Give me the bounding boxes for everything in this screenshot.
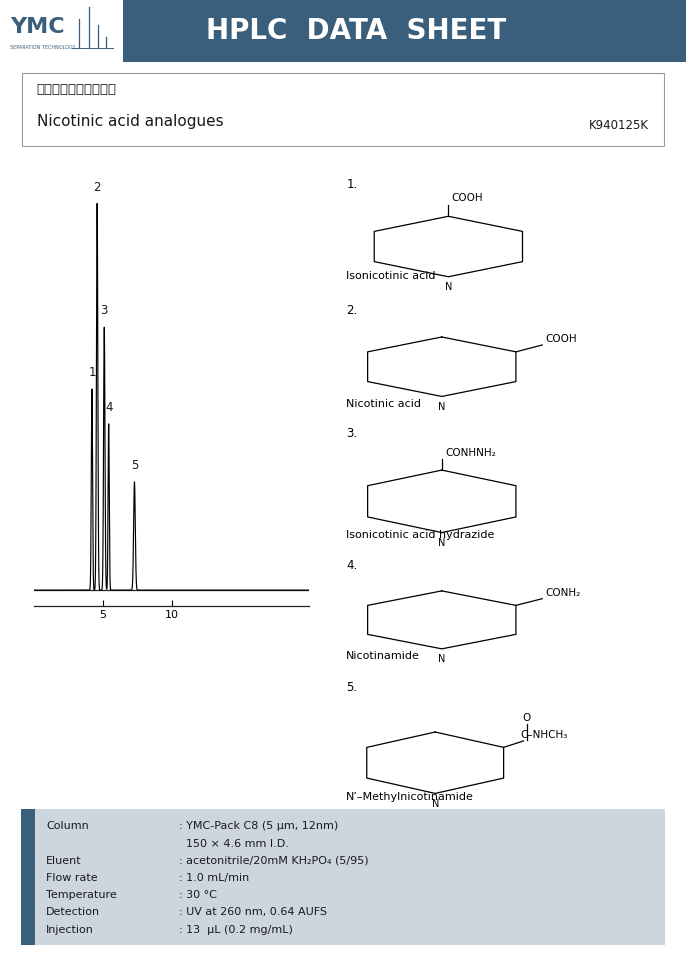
Text: 5: 5 — [131, 459, 138, 472]
Text: N: N — [438, 538, 445, 548]
Text: Isonicotinic acid: Isonicotinic acid — [346, 271, 436, 281]
Text: Column: Column — [47, 822, 89, 831]
Text: CONHNH₂: CONHNH₂ — [445, 448, 496, 458]
Text: O: O — [523, 713, 531, 723]
Text: COOH: COOH — [545, 334, 577, 344]
Text: : 1.0 mL/min: : 1.0 mL/min — [178, 873, 249, 883]
Text: N: N — [438, 402, 445, 412]
Text: : 30 °C: : 30 °C — [178, 891, 217, 900]
Bar — [21, 809, 35, 945]
Text: N: N — [438, 654, 445, 664]
Text: 2.: 2. — [346, 304, 357, 317]
Text: 4: 4 — [105, 401, 113, 414]
Bar — [123, 0, 686, 62]
Text: K940125K: K940125K — [589, 118, 649, 132]
Text: Eluent: Eluent — [47, 856, 82, 865]
Text: HPLC  DATA  SHEET: HPLC DATA SHEET — [206, 17, 506, 45]
Text: 2: 2 — [93, 181, 101, 194]
Text: ニコチン酸構造類縁体: ニコチン酸構造類縁体 — [36, 83, 117, 96]
Text: Flow rate: Flow rate — [47, 873, 98, 883]
Text: Detection: Detection — [47, 907, 100, 918]
Text: CONH₂: CONH₂ — [545, 587, 581, 598]
Text: : YMC-Pack C8 (5 μm, 12nm): : YMC-Pack C8 (5 μm, 12nm) — [178, 822, 338, 831]
Text: : UV at 260 nm, 0.64 AUFS: : UV at 260 nm, 0.64 AUFS — [178, 907, 327, 918]
FancyBboxPatch shape — [22, 74, 664, 145]
Text: N’–Methylnicotinamide: N’–Methylnicotinamide — [346, 793, 474, 802]
Text: Injection: Injection — [47, 924, 94, 935]
Text: 1: 1 — [88, 366, 95, 380]
Text: 4.: 4. — [346, 558, 357, 572]
Text: 1.: 1. — [346, 178, 357, 191]
Text: 5.: 5. — [346, 681, 357, 694]
Text: Temperature: Temperature — [47, 891, 117, 900]
Text: C–NHCH₃: C–NHCH₃ — [520, 730, 567, 739]
Text: : 13  μL (0.2 mg/mL): : 13 μL (0.2 mg/mL) — [178, 924, 292, 935]
Bar — [0, 0, 123, 62]
Text: 3.: 3. — [346, 426, 357, 440]
Text: COOH: COOH — [451, 194, 484, 203]
Text: Isonicotinic acid hydrazide: Isonicotinic acid hydrazide — [346, 530, 495, 540]
Text: Nicotinamide: Nicotinamide — [346, 651, 420, 661]
Text: YMC: YMC — [10, 17, 65, 38]
Text: Nicotinic acid: Nicotinic acid — [346, 399, 421, 409]
Text: N: N — [445, 282, 452, 293]
Text: N: N — [431, 799, 439, 809]
Text: : acetonitrile/20mM KH₂PO₄ (5/95): : acetonitrile/20mM KH₂PO₄ (5/95) — [178, 856, 368, 865]
Text: 3: 3 — [101, 304, 108, 318]
Text: 150 × 4.6 mm I.D.: 150 × 4.6 mm I.D. — [178, 838, 288, 849]
Text: Nicotinic acid analogues: Nicotinic acid analogues — [36, 114, 224, 129]
Text: SEPARATION TECHNOLOGY: SEPARATION TECHNOLOGY — [10, 45, 75, 49]
